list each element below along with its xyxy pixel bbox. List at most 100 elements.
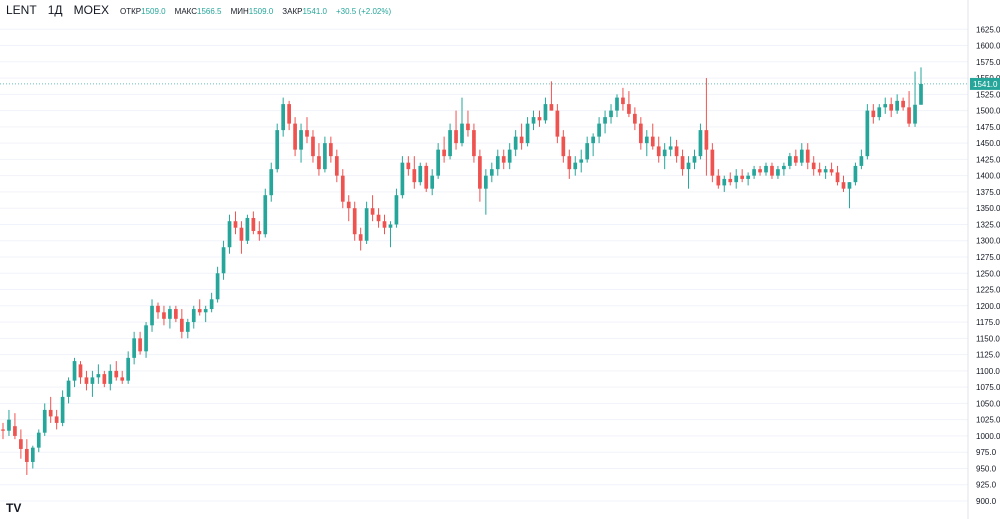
candle[interactable] [215, 266, 220, 303]
candle[interactable] [293, 117, 297, 157]
candle[interactable] [13, 413, 17, 440]
candle[interactable] [299, 123, 303, 163]
candle[interactable] [710, 143, 715, 183]
candle[interactable] [633, 107, 637, 131]
candle[interactable] [901, 97, 905, 111]
candle[interactable] [501, 149, 506, 170]
candle[interactable] [364, 201, 369, 244]
candle[interactable] [370, 195, 375, 222]
candle[interactable] [823, 165, 828, 179]
candle[interactable] [42, 403, 47, 436]
candle[interactable] [454, 110, 458, 150]
candle[interactable] [686, 156, 691, 189]
candle[interactable] [680, 149, 685, 176]
candle[interactable] [650, 123, 655, 150]
candle[interactable] [150, 299, 154, 332]
candle[interactable] [644, 130, 649, 157]
candle[interactable] [627, 91, 631, 118]
candle[interactable] [323, 136, 327, 173]
candle[interactable] [442, 136, 446, 163]
candle[interactable] [817, 162, 822, 176]
candle[interactable] [346, 195, 351, 222]
candle[interactable] [597, 117, 601, 144]
candle[interactable] [603, 110, 607, 134]
candle[interactable] [525, 117, 530, 147]
candle[interactable] [728, 172, 733, 186]
candle[interactable] [281, 97, 286, 137]
candle[interactable] [847, 182, 852, 209]
candle[interactable] [782, 162, 786, 176]
candle[interactable] [692, 149, 697, 170]
candle[interactable] [889, 97, 894, 118]
candle[interactable] [179, 309, 184, 339]
candle[interactable] [764, 162, 768, 176]
candle[interactable] [78, 361, 83, 384]
candle[interactable] [907, 91, 911, 127]
candle[interactable] [734, 169, 739, 189]
candle[interactable] [799, 143, 804, 166]
candle[interactable] [305, 117, 309, 144]
candle[interactable] [871, 104, 876, 124]
candle[interactable] [329, 136, 333, 163]
candle[interactable] [859, 149, 864, 170]
candle[interactable] [752, 165, 756, 179]
candle[interactable] [412, 156, 417, 189]
candle[interactable] [245, 214, 250, 244]
candle[interactable] [400, 156, 405, 199]
candle[interactable] [251, 211, 256, 235]
candle[interactable] [90, 370, 95, 397]
candle[interactable] [54, 409, 59, 430]
candle[interactable] [478, 149, 482, 202]
candle[interactable] [394, 188, 399, 228]
candle[interactable] [203, 305, 208, 323]
candle[interactable] [382, 214, 387, 235]
candle[interactable] [263, 188, 268, 238]
candle[interactable] [287, 100, 291, 131]
candle[interactable] [162, 305, 166, 326]
candle[interactable] [788, 152, 792, 170]
candle[interactable] [561, 130, 566, 163]
candle[interactable] [138, 331, 142, 355]
candle[interactable] [311, 130, 315, 163]
candle[interactable] [615, 94, 619, 118]
candle[interactable] [352, 201, 357, 241]
candle[interactable] [805, 143, 810, 170]
candle[interactable] [191, 305, 196, 329]
symbol-label[interactable]: LENT [6, 3, 37, 17]
candle[interactable] [656, 136, 661, 163]
candle[interactable] [233, 211, 238, 235]
candle[interactable] [519, 123, 524, 150]
candle[interactable] [793, 149, 798, 166]
candle[interactable] [114, 361, 119, 381]
candle[interactable] [376, 208, 381, 228]
candle[interactable] [340, 169, 345, 209]
candle[interactable] [913, 71, 917, 127]
candle[interactable] [507, 143, 512, 170]
candle[interactable] [418, 162, 423, 186]
candle[interactable] [48, 396, 53, 423]
candle[interactable] [72, 357, 77, 388]
candle[interactable] [66, 377, 71, 404]
candle[interactable] [829, 162, 834, 176]
candle[interactable] [549, 81, 554, 111]
candle[interactable] [704, 78, 709, 176]
candle[interactable] [579, 149, 584, 173]
candle[interactable] [430, 169, 435, 196]
candle[interactable] [7, 409, 11, 436]
candle[interactable] [317, 143, 321, 176]
candle[interactable] [275, 123, 280, 173]
candle[interactable] [537, 110, 542, 127]
candle[interactable] [227, 214, 232, 254]
candle[interactable] [448, 123, 452, 160]
candle[interactable] [209, 292, 214, 313]
candle[interactable] [436, 143, 441, 179]
candle[interactable] [895, 94, 900, 114]
candle[interactable] [722, 175, 727, 192]
candle[interactable] [60, 390, 65, 427]
tradingview-logo[interactable]: TV [6, 501, 22, 515]
candle[interactable] [770, 162, 774, 179]
price-axis[interactable]: 900.0 925.0 950.0 975.0 1000.0 1025.0 1050.0 10… [976, 25, 1000, 506]
candle[interactable] [406, 156, 411, 176]
candle[interactable] [483, 169, 488, 215]
candle[interactable] [489, 162, 494, 183]
